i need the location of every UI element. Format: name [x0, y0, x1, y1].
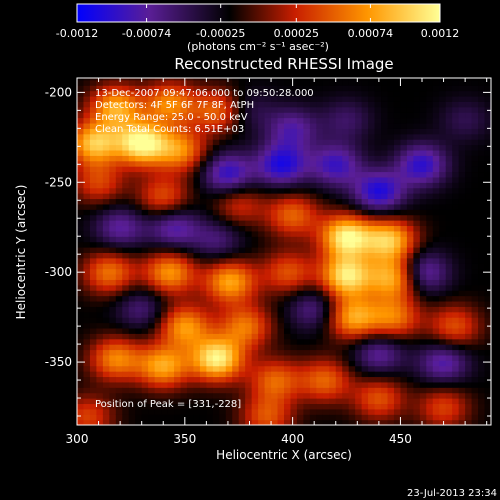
- colorbar-tick-label: 0.0012: [421, 27, 460, 40]
- heatmap-image: [77, 78, 491, 425]
- colorbar-tick-label: -0.0012: [56, 27, 98, 40]
- colorbar-tick-label: -0.00025: [196, 27, 245, 40]
- x-tick-label: 300: [66, 432, 89, 446]
- colorbar-ticks: -0.0012 -0.00074 -0.00025 0.00025 0.00074 0.0…: [56, 4, 459, 40]
- y-axis-ticks: -200 -250 -300 -350: [45, 85, 491, 417]
- annotation-energy-range: Energy Range: 25.0 - 50.0 keV: [95, 112, 248, 123]
- x-tick-label: 450: [389, 432, 412, 446]
- chart-title: Reconstructed RHESSI Image: [174, 55, 393, 73]
- colorbar-tick-label: 0.00025: [274, 27, 320, 40]
- y-tick-label: -350: [45, 355, 72, 369]
- y-tick-label: -250: [45, 175, 72, 189]
- annotation-time-range: 13-Dec-2007 09:47:06.000 to 09:50:28.000: [95, 88, 314, 99]
- x-tick-label: 350: [173, 432, 196, 446]
- footer-timestamp: 23-Jul-2013 23:34: [407, 488, 497, 499]
- annotation-block: 13-Dec-2007 09:47:06.000 to 09:50:28.000…: [95, 88, 314, 135]
- x-tick-label: 400: [281, 432, 304, 446]
- y-axis-label: Heliocentric Y (arcsec): [14, 185, 28, 320]
- plot-frame: [76, 77, 492, 426]
- y-tick-label: -200: [45, 85, 72, 99]
- y-tick-label: -300: [45, 265, 72, 279]
- colorbar: [76, 3, 441, 23]
- colorbar-tick-label: 0.00074: [348, 27, 394, 40]
- colorbar-unit-label: (photons cm⁻² s⁻¹ asec⁻²): [187, 40, 329, 53]
- colorbar-tick-label: -0.00074: [122, 27, 171, 40]
- annotation-counts: Clean Total Counts: 6.51E+03: [95, 124, 244, 135]
- x-axis-label: Heliocentric X (arcsec): [216, 448, 352, 462]
- peak-position-label: Position of Peak = [331,-228]: [95, 399, 241, 410]
- x-axis-ticks: 300 350 400 450: [66, 78, 488, 446]
- annotation-detectors: Detectors: 4F 5F 6F 7F 8F, AtPH: [95, 100, 254, 111]
